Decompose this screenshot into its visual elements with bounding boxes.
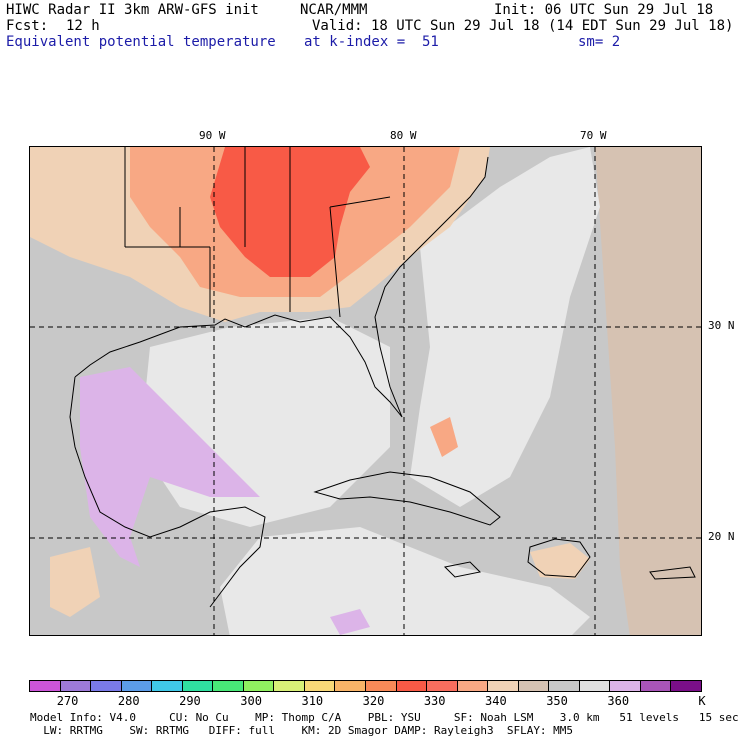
beige-patch-mexico xyxy=(50,547,100,617)
lon-label-90w: 90 W xyxy=(199,129,226,142)
colorbar-segment xyxy=(152,681,183,691)
light-field-caribbean xyxy=(220,527,590,635)
forecast-hour: 12 h xyxy=(66,18,100,34)
colorbar-tick-label: 340 xyxy=(485,694,507,708)
colorbar-segment xyxy=(121,681,153,691)
beige-patch-hispaniola xyxy=(530,543,590,579)
colorbar-segment xyxy=(213,681,244,691)
institution-label: NCAR/MMM xyxy=(300,2,368,18)
init-time: Init: 06 UTC Sun 29 Jul 18 xyxy=(494,2,714,18)
model-title: HIWC Radar II 3km ARW-GFS init xyxy=(6,2,259,18)
colorbar-tick-label: 280 xyxy=(117,694,140,708)
lavender-field-western-gulf xyxy=(80,367,260,567)
colorbar-segment xyxy=(671,681,702,691)
colorbar-segment xyxy=(488,681,519,691)
colorbar-segment xyxy=(579,681,611,691)
colorbar-segment xyxy=(30,681,61,691)
colorbar-tick-label: 300 xyxy=(240,694,262,708)
colorbar-segment xyxy=(304,681,336,691)
colorbar-segment xyxy=(60,681,92,691)
mexico-coast xyxy=(69,376,266,608)
forecast-label: Fcst: xyxy=(6,18,49,34)
salmon-patch-bahamas xyxy=(430,417,458,457)
colorbar-tick-label: 310 xyxy=(301,694,324,708)
smoothing-value: sm= 2 xyxy=(578,34,621,50)
model-info-line1: Model Info: V4.0 CU: No Cu MP: Thomp C/A… xyxy=(30,711,739,724)
colorbar-segment xyxy=(396,681,428,691)
colorbar-segment xyxy=(640,681,672,691)
model-info-line2: LW: RRTMG SW: RRTMG DIFF: full KM: 2D Sm… xyxy=(30,724,574,737)
colorbar-segment xyxy=(335,681,367,691)
colorbar-tick-label: 290 xyxy=(179,694,201,708)
lat-label-30n: 30 N xyxy=(708,319,735,332)
graticule xyxy=(30,147,701,635)
cuba-outline xyxy=(313,471,501,526)
lon-label-70w: 70 W xyxy=(580,129,607,142)
colorbar-segment xyxy=(243,681,275,691)
state-borders xyxy=(124,147,391,318)
colorbar-segment xyxy=(91,681,122,691)
colorbar-segment xyxy=(518,681,550,691)
colorbar-tick-label: 330 xyxy=(423,694,446,708)
lon-label-80w: 80 W xyxy=(390,129,417,142)
valid-time: Valid: 18 UTC Sun 29 Jul 18 (14 EDT Sun … xyxy=(312,18,734,34)
colorbar xyxy=(29,680,702,692)
lat-label-20n: 20 N xyxy=(708,530,735,543)
colorbar-segment xyxy=(457,681,489,691)
colorbar-segment xyxy=(549,681,580,691)
colorbar-segment xyxy=(610,681,641,691)
theta-e-field xyxy=(30,147,701,635)
puerto-rico-outline xyxy=(649,566,696,580)
colorbar-tick-label: 320 xyxy=(362,694,385,708)
colorbar-tick-label: 350 xyxy=(546,694,568,708)
colorbar-segment xyxy=(366,681,397,691)
colorbar-tick-label: 360 xyxy=(607,694,630,708)
colorbar-segment xyxy=(427,681,458,691)
colorbar-segment xyxy=(274,681,305,691)
jamaica-outline xyxy=(443,561,482,578)
light-field-atlantic xyxy=(410,147,600,507)
lavender-patch-south xyxy=(330,609,370,635)
hispaniola-outline xyxy=(527,538,591,578)
forecast-map xyxy=(29,146,702,636)
model-level: at k-index = 51 xyxy=(304,34,439,50)
colorbar-unit: K xyxy=(698,694,706,708)
colorbar-tick-label: 270 xyxy=(56,694,79,708)
tan-field-east xyxy=(595,147,701,635)
field-name: Equivalent potential temperature xyxy=(6,34,276,50)
colorbar-segment xyxy=(182,681,214,691)
